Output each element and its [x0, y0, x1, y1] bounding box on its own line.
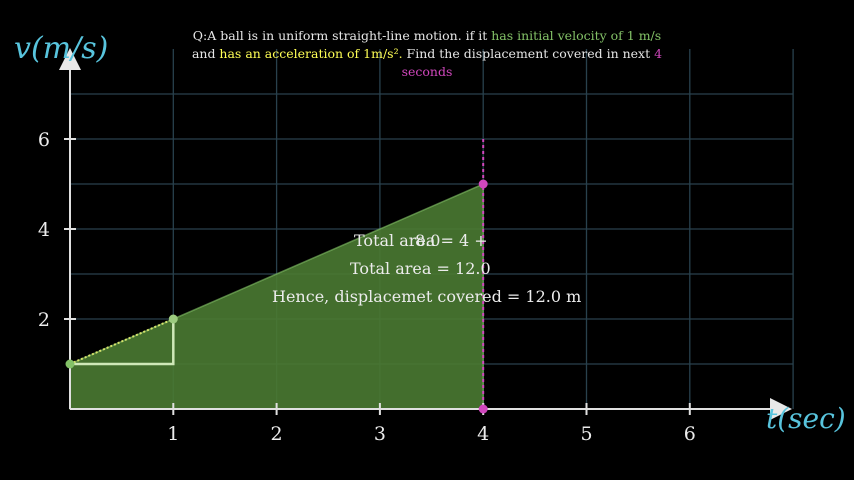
question-text: Q:A ball is in uniform straight-line mot…	[150, 27, 704, 81]
data-point	[478, 179, 488, 189]
y-axis-arrow	[59, 48, 81, 70]
question-prefix: Q:A ball is in uniform straight-line mot…	[192, 28, 492, 43]
grid	[70, 49, 794, 409]
y-tick-label: 4	[38, 219, 50, 241]
data-point	[478, 404, 488, 414]
slope-step	[70, 319, 175, 366]
x-axis-arrow	[770, 398, 792, 420]
ticks: 1 2 3 4 5 6 2 4 6	[38, 129, 696, 445]
total-area-text: Total area = 12.0	[350, 259, 491, 278]
overlap-text-a: Total area = 4 +	[354, 231, 488, 250]
data-point	[168, 314, 178, 324]
x-axis-label: t(sec)	[766, 402, 846, 435]
question-seconds-word: seconds	[401, 64, 453, 79]
x-tick-label: 4	[477, 423, 489, 445]
y-tick-label: 6	[38, 129, 50, 151]
conclusion-text: Hence, displacemet covered = 12.0 m	[272, 287, 581, 306]
x-tick-label: 6	[684, 423, 696, 445]
overlap-text-b: 8.0	[415, 231, 440, 250]
question-seconds-num: 4	[654, 46, 663, 61]
y-tick-label: 2	[38, 309, 50, 331]
x-tick-label: 1	[167, 423, 179, 445]
x-tick-label: 5	[580, 423, 592, 445]
axes	[59, 48, 792, 420]
question-and: and	[191, 46, 220, 61]
x-tick-label: 2	[271, 423, 283, 445]
data-point	[65, 359, 75, 369]
question-acceleration: has an acceleration of 1m/s².	[219, 46, 403, 61]
y-axis-label: v(m/s)	[14, 31, 108, 66]
question-find: Find the displacement covered in next	[402, 46, 655, 61]
slope-hypotenuse	[69, 318, 174, 365]
question-initial-velocity: has initial velocity of 1 m/s	[491, 28, 662, 43]
points	[65, 179, 488, 414]
x-tick-label: 3	[374, 423, 386, 445]
